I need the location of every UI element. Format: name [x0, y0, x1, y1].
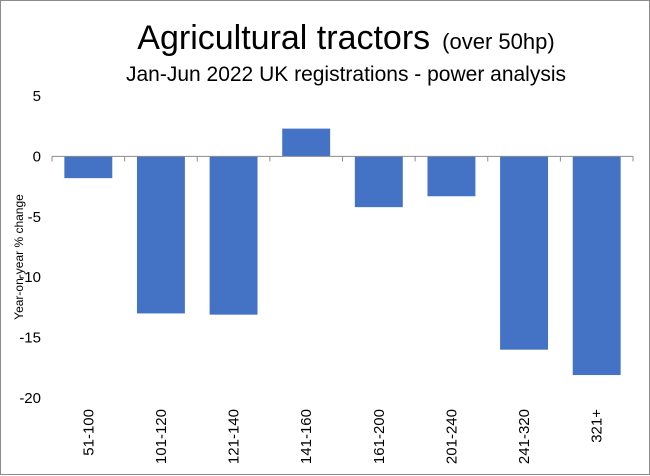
- bar-141-160: [282, 128, 331, 157]
- category-label: 51-100: [80, 409, 97, 456]
- bar-161-200: [354, 156, 403, 208]
- y-axis-label: Year-on-year % change: [12, 194, 26, 320]
- bar-241-320: [500, 156, 549, 350]
- chart-title-suffix: (over 50hp): [442, 29, 555, 54]
- category-label: 121-140: [226, 409, 243, 464]
- y-tick-label: 0: [33, 148, 41, 165]
- bar-121-140: [209, 156, 258, 315]
- y-axis: 5 0 -5 -10 -15 -20: [19, 88, 41, 407]
- chart-title: Agricultural tractors (over 50hp): [137, 19, 554, 57]
- y-tick-label: -15: [19, 330, 41, 347]
- category-label: 241-320: [516, 409, 533, 464]
- bar-101-120: [136, 156, 185, 314]
- bars-group: [64, 128, 621, 376]
- y-tick-label: -20: [19, 390, 41, 407]
- y-tick-label: 5: [33, 88, 41, 105]
- bar-201-240: [427, 156, 476, 197]
- category-label: 161-200: [371, 409, 388, 464]
- chart-subtitle: Jan-Jun 2022 UK registrations - power an…: [126, 63, 566, 86]
- y-tick-label: -5: [28, 209, 41, 226]
- chart-title-main: Agricultural tractors: [137, 19, 430, 57]
- category-labels: 51-100 101-120 121-140 141-160 161-200 201-24…: [80, 409, 605, 464]
- category-label: 201-240: [443, 409, 460, 464]
- x-axis: [51, 155, 634, 162]
- y-tick-label: -10: [19, 269, 41, 286]
- category-label: 141-160: [298, 409, 315, 464]
- bar-51-100: [64, 156, 113, 179]
- category-label: 101-120: [153, 409, 170, 464]
- category-label: 321+: [589, 409, 606, 443]
- bar-321plus: [572, 156, 621, 376]
